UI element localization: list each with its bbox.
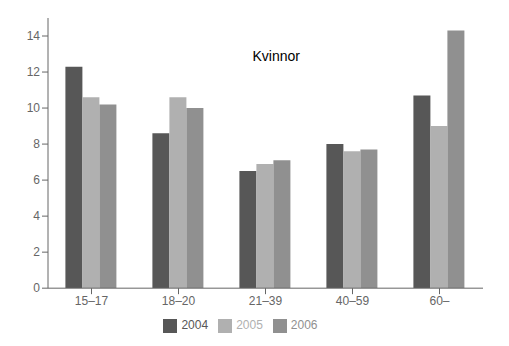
svg-text:60–: 60– — [429, 294, 449, 308]
html-text:2005: 2005 — [236, 318, 263, 333]
svg-text:40–59: 40–59 — [336, 294, 370, 308]
svg-text:21–39: 21–39 — [249, 294, 283, 308]
svg-text:14: 14 — [27, 29, 41, 43]
svg-text:8: 8 — [33, 137, 40, 151]
svg-text:2: 2 — [33, 245, 40, 259]
svg-text:18–20: 18–20 — [162, 294, 196, 308]
svg-text:6: 6 — [33, 173, 40, 187]
html-text:2004: 2004 — [181, 318, 209, 333]
svg-text:4: 4 — [33, 209, 40, 223]
svg-text:15–17: 15–17 — [75, 294, 109, 308]
html-text:2006: 2006 — [290, 318, 318, 333]
svg-text:0: 0 — [33, 281, 40, 295]
svg-text:10: 10 — [27, 101, 41, 115]
svg-text:12: 12 — [27, 65, 41, 79]
html-text:Kvinnor: Kvinnor — [252, 48, 300, 64]
